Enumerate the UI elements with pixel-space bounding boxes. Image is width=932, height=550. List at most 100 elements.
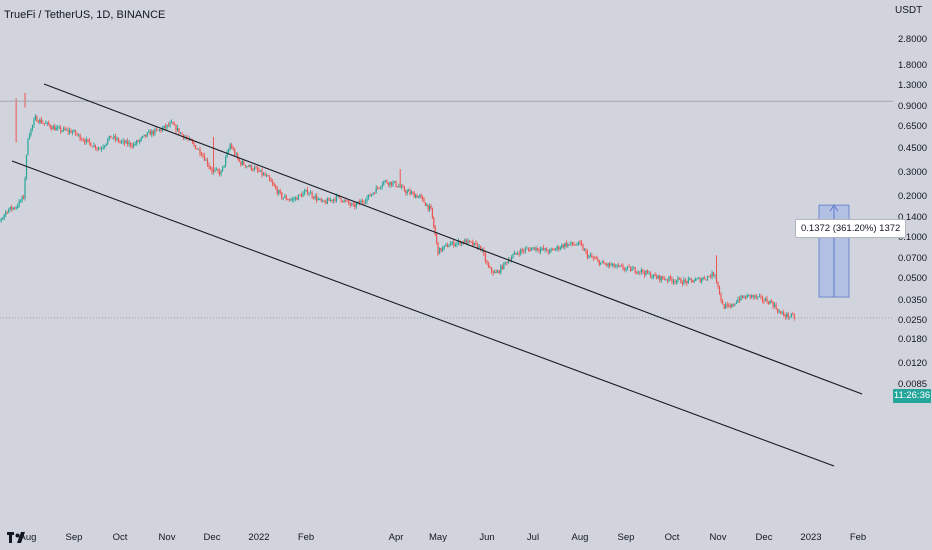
price-tick-label: 0.3000 <box>898 166 928 178</box>
candle-body <box>492 271 494 274</box>
candle-body <box>646 270 649 274</box>
candle-body <box>607 263 609 266</box>
candle-body <box>729 305 731 308</box>
candle-body <box>564 243 566 248</box>
candle-body <box>662 276 664 279</box>
candle-body <box>243 161 245 165</box>
candle-body <box>755 295 757 298</box>
candle-body <box>143 134 145 137</box>
candle-body <box>594 258 596 260</box>
candle-body <box>579 241 581 243</box>
candle-body <box>340 198 342 202</box>
candle-body <box>137 140 139 142</box>
candle-body <box>15 207 17 209</box>
measure-label: 0.1372 (361.20%) 1372 <box>795 219 907 238</box>
candle-body <box>76 134 78 135</box>
candle-body <box>613 263 615 267</box>
candle-body <box>592 257 594 259</box>
tradingview-logo-icon[interactable] <box>6 530 32 544</box>
candle-body <box>749 294 751 297</box>
candle-body <box>378 187 380 189</box>
candle-body <box>735 302 737 304</box>
candle-body <box>758 295 760 297</box>
candle-body <box>461 241 463 245</box>
candle-body <box>234 149 236 155</box>
time-tick-label: Nov <box>709 532 727 543</box>
candle-body <box>123 140 126 144</box>
candle-body <box>276 188 278 194</box>
candle-body <box>666 279 668 281</box>
candle-body <box>70 130 72 134</box>
candle-body <box>78 134 80 136</box>
candle-body <box>90 142 92 147</box>
candle-body <box>543 247 545 250</box>
candle-body <box>451 241 453 244</box>
candle-body <box>681 283 683 285</box>
candle-body <box>683 279 685 285</box>
candle-body <box>305 189 307 192</box>
candle-body <box>642 269 644 273</box>
candle-body <box>626 266 629 269</box>
candle-body <box>134 144 136 145</box>
candle-body <box>687 278 689 284</box>
candle-body <box>696 278 698 280</box>
candle-body <box>136 140 138 145</box>
candle-body <box>507 259 510 264</box>
candle-body <box>754 295 756 297</box>
candle-body <box>630 266 632 271</box>
candle-body <box>409 190 411 194</box>
candle-body <box>527 248 529 250</box>
candle-body <box>299 194 301 196</box>
candle-body <box>657 275 659 279</box>
candle-body <box>521 249 523 251</box>
candle-body <box>424 202 426 206</box>
time-tick-label: Jun <box>479 532 495 543</box>
candle-body <box>738 299 741 301</box>
candle-body <box>161 128 164 131</box>
candle-body <box>84 140 86 143</box>
candle-body <box>591 255 593 258</box>
candle-body <box>726 304 728 306</box>
candle-body <box>381 184 383 187</box>
candle-body <box>631 268 633 271</box>
candle-body <box>287 199 289 201</box>
candle-body <box>220 171 222 175</box>
price-tick-label: 0.0085 <box>898 378 928 390</box>
candle-body <box>503 262 505 270</box>
candle-body <box>734 303 736 306</box>
measure-arrow-head <box>829 204 839 212</box>
candle-body <box>194 145 197 149</box>
candle-body <box>489 267 491 269</box>
candle-body <box>261 170 263 175</box>
candle-body <box>398 186 400 188</box>
candle-body <box>179 132 182 134</box>
candle-body <box>583 249 586 251</box>
candle-body <box>675 280 678 283</box>
candle-body <box>82 139 84 141</box>
candle-body <box>408 190 410 192</box>
candle-body <box>718 286 721 295</box>
candle-body <box>549 249 551 253</box>
candle-body <box>586 251 589 258</box>
candle-body <box>506 262 508 264</box>
candle-body <box>332 199 335 202</box>
candle-body <box>345 199 347 201</box>
candle-body <box>585 249 587 252</box>
candle-body <box>559 247 561 250</box>
candle-body <box>752 295 754 297</box>
candle-body <box>741 295 744 298</box>
candle-body <box>693 280 695 283</box>
candle-body <box>131 145 133 147</box>
candle-body <box>119 141 121 143</box>
candle-body <box>457 240 460 243</box>
candle-body <box>317 199 319 201</box>
candle-body <box>387 183 389 185</box>
candle-body <box>498 270 500 273</box>
candle-body <box>235 153 237 155</box>
candle-body <box>558 246 560 250</box>
candle-body <box>231 144 233 149</box>
candle-body <box>784 315 786 317</box>
candle-body <box>108 135 110 140</box>
